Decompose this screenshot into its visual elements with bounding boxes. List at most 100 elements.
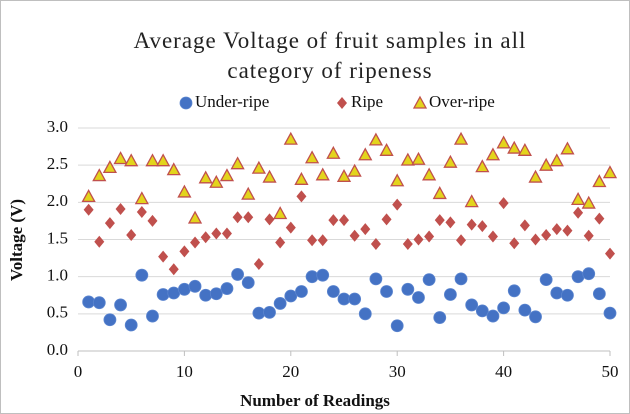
point <box>315 167 330 181</box>
point <box>135 268 149 282</box>
point <box>379 142 394 156</box>
point <box>433 311 447 324</box>
point <box>507 140 522 154</box>
point <box>190 236 201 249</box>
point <box>401 282 415 296</box>
point <box>369 272 383 286</box>
point <box>530 233 541 246</box>
y-axis-label: Voltage (V) <box>7 199 26 281</box>
point <box>422 167 437 181</box>
point <box>443 154 458 168</box>
point <box>103 313 117 327</box>
legend-marker <box>337 97 347 109</box>
point <box>251 160 266 174</box>
point <box>464 194 479 208</box>
y-tick-label: 2.0 <box>47 191 68 210</box>
y-tick-label: 0.5 <box>47 303 68 322</box>
point <box>498 197 509 210</box>
point <box>497 301 511 315</box>
point <box>571 270 585 284</box>
point <box>156 288 170 301</box>
point <box>198 170 213 184</box>
point <box>582 267 596 281</box>
point <box>115 203 126 216</box>
point <box>485 147 501 161</box>
point <box>561 288 574 302</box>
point <box>92 296 106 310</box>
point <box>168 263 179 276</box>
point <box>348 292 362 306</box>
point <box>496 135 511 149</box>
point <box>529 310 542 324</box>
point <box>211 227 222 240</box>
point <box>402 237 413 250</box>
point <box>147 214 158 227</box>
point <box>560 141 575 155</box>
point <box>592 287 606 301</box>
point <box>285 221 296 234</box>
point <box>241 186 256 200</box>
x-tick-label: 0 <box>74 362 83 381</box>
legend-label: Under-ripe <box>195 92 269 111</box>
point <box>219 168 235 182</box>
point <box>316 268 330 282</box>
point <box>317 234 328 247</box>
point <box>166 162 181 176</box>
point <box>605 247 615 260</box>
y-tick-label: 0.0 <box>47 340 68 359</box>
point <box>453 131 469 145</box>
point <box>411 151 426 165</box>
point <box>241 276 255 290</box>
point <box>381 213 392 226</box>
legend-marker <box>412 95 428 109</box>
point <box>273 206 288 220</box>
point <box>603 306 617 320</box>
x-tick-label: 20 <box>282 362 299 381</box>
point <box>82 295 96 309</box>
point <box>443 288 457 301</box>
point <box>518 303 532 317</box>
point <box>487 230 498 243</box>
point <box>307 234 318 247</box>
point <box>456 234 467 247</box>
point <box>392 198 403 211</box>
point <box>583 229 594 242</box>
point <box>454 272 468 286</box>
x-axis-label: Number of Readings <box>240 391 390 410</box>
point <box>390 319 404 333</box>
point <box>573 206 584 219</box>
point <box>507 284 521 298</box>
point <box>188 279 202 293</box>
point <box>539 157 554 171</box>
point <box>509 237 520 250</box>
point <box>296 190 307 203</box>
point <box>253 258 264 271</box>
x-tick-label: 50 <box>602 362 619 381</box>
point <box>199 288 213 302</box>
point <box>179 245 190 258</box>
point <box>602 165 618 179</box>
point <box>551 223 562 236</box>
point <box>349 229 360 242</box>
point <box>221 227 232 240</box>
point <box>432 186 447 200</box>
point <box>528 169 543 183</box>
point <box>541 229 552 242</box>
point <box>358 147 373 161</box>
point <box>94 235 105 248</box>
point <box>380 285 393 298</box>
point <box>337 292 351 306</box>
point <box>81 189 96 203</box>
y-tick-label: 3.0 <box>47 117 68 136</box>
point <box>167 286 181 300</box>
point <box>562 224 573 237</box>
point <box>390 173 405 187</box>
point <box>209 174 224 188</box>
point <box>360 223 371 236</box>
point <box>273 297 287 310</box>
point <box>413 233 424 246</box>
point <box>275 236 286 249</box>
point <box>445 216 456 229</box>
